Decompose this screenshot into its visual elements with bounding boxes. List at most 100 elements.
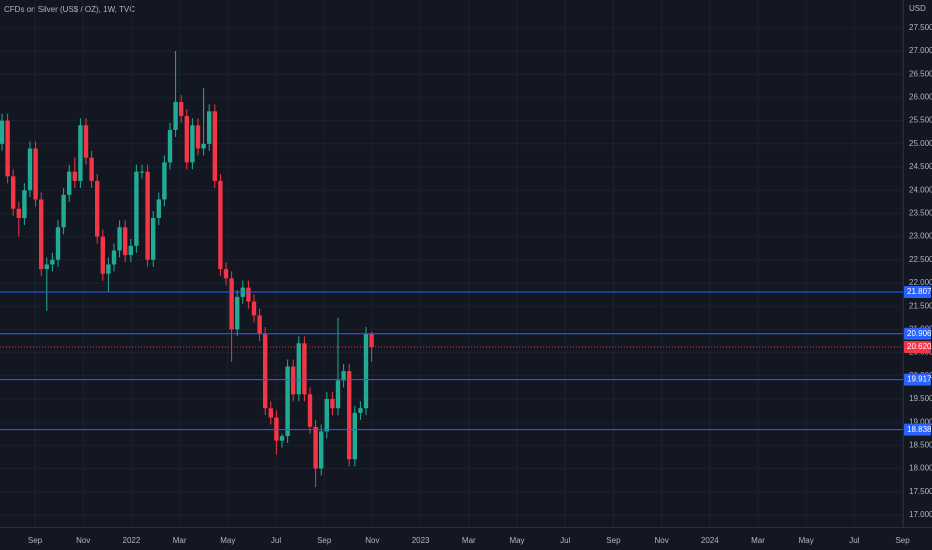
candle-body (369, 334, 374, 348)
candle-body (151, 218, 156, 260)
chart-title: CFDs on Silver (US$ / OZ), 1W, TVC (4, 5, 135, 14)
level-label: 20.906 (907, 329, 932, 338)
candle-body (117, 227, 122, 251)
candle-body (324, 398, 329, 432)
candle-body (78, 125, 83, 181)
candle-body (235, 296, 240, 330)
x-tick-label: Jul (271, 536, 281, 545)
candle-body (33, 148, 38, 200)
candle-body (201, 143, 206, 149)
candle-body (100, 236, 105, 274)
candle-body (330, 398, 335, 409)
candle-body (291, 366, 296, 395)
y-tick-label: 26.500 (909, 69, 932, 78)
candle-body (134, 171, 139, 246)
level-label: 21.807 (907, 287, 932, 296)
x-tick-label: Nov (654, 536, 668, 545)
candle-body (285, 366, 290, 437)
x-tick-label: Jul (560, 536, 570, 545)
candle-body (179, 102, 184, 116)
y-tick-label: 23.500 (909, 209, 932, 218)
candle-body (257, 315, 262, 335)
y-tick-label: 17.000 (909, 510, 932, 519)
candle-body (195, 125, 201, 149)
level-tag (904, 373, 931, 386)
candle-body (246, 287, 251, 302)
candle-body (111, 250, 117, 265)
x-tick-label: 2023 (412, 536, 430, 545)
candle-body (27, 148, 33, 191)
candle-body (190, 125, 195, 163)
x-tick-label: Nov (365, 536, 379, 545)
candle-body (347, 371, 352, 460)
x-tick-label: Sep (317, 536, 332, 545)
candle-body (251, 301, 257, 316)
level-tag (904, 423, 931, 436)
candle-body (55, 227, 61, 260)
candle-body (123, 227, 128, 256)
candle-body (263, 334, 268, 409)
currency: USD (909, 4, 926, 13)
x-tick-label: Sep (606, 536, 621, 545)
candle-body (335, 380, 341, 409)
candle-body (207, 111, 212, 144)
candle-body (296, 343, 301, 395)
candle-body (61, 194, 66, 228)
candle-body (274, 417, 279, 441)
candle-body (341, 371, 346, 381)
x-tick-label: 2024 (701, 536, 719, 545)
level-tag (904, 327, 931, 340)
candle-body (212, 111, 217, 181)
level-tag (904, 285, 931, 298)
y-tick-label: 23.000 (909, 232, 932, 241)
candle-body (95, 180, 100, 237)
x-tick-label: May (220, 536, 235, 545)
candle-body (72, 171, 77, 181)
x-tick-label: May (509, 536, 524, 545)
candle-body (139, 171, 145, 173)
candle-body (39, 199, 44, 270)
last-price-label: 20.620 (907, 342, 932, 351)
candle-body (22, 190, 27, 219)
y-tick-label: 19.000 (909, 417, 932, 426)
candle-body (5, 120, 10, 177)
candle-body (319, 431, 324, 469)
x-tick-label: May (799, 536, 814, 545)
candle-body (167, 129, 173, 163)
y-tick-label: 25.000 (909, 139, 932, 148)
candle-body (279, 436, 285, 441)
candle-body (162, 162, 167, 200)
last-price-tag (904, 341, 931, 354)
y-tick-label: 25.500 (909, 116, 932, 125)
level-label: 19.917 (907, 375, 932, 384)
y-tick-label: 22.500 (909, 255, 932, 264)
y-tick-label: 17.500 (909, 487, 932, 496)
candle-body (0, 120, 5, 144)
candle-body (302, 343, 307, 395)
candle-body (363, 334, 369, 409)
x-tick-label: Mar (173, 536, 187, 545)
candle-body (307, 394, 313, 427)
candle-body (44, 264, 49, 270)
y-tick-label: 18.500 (909, 440, 932, 449)
candle-body (156, 199, 161, 219)
candle-body (229, 278, 234, 330)
x-tick-label: Jul (849, 536, 859, 545)
candle-body (16, 208, 21, 219)
candle-body (50, 259, 55, 265)
y-tick-label: 27.000 (909, 46, 932, 55)
candle-body (11, 176, 16, 209)
y-tick-label: 26.000 (909, 93, 932, 102)
candle-body (313, 426, 318, 469)
candle-body (268, 408, 273, 418)
y-tick-label: 24.500 (909, 162, 932, 171)
x-tick-label: Nov (76, 536, 90, 545)
y-tick-label: 22.000 (909, 278, 932, 287)
x-tick-label: Sep (895, 536, 910, 545)
candle-body (358, 408, 363, 413)
x-tick-label: Sep (28, 536, 43, 545)
candle-body (83, 125, 89, 158)
y-tick-label: 18.000 (909, 464, 932, 473)
